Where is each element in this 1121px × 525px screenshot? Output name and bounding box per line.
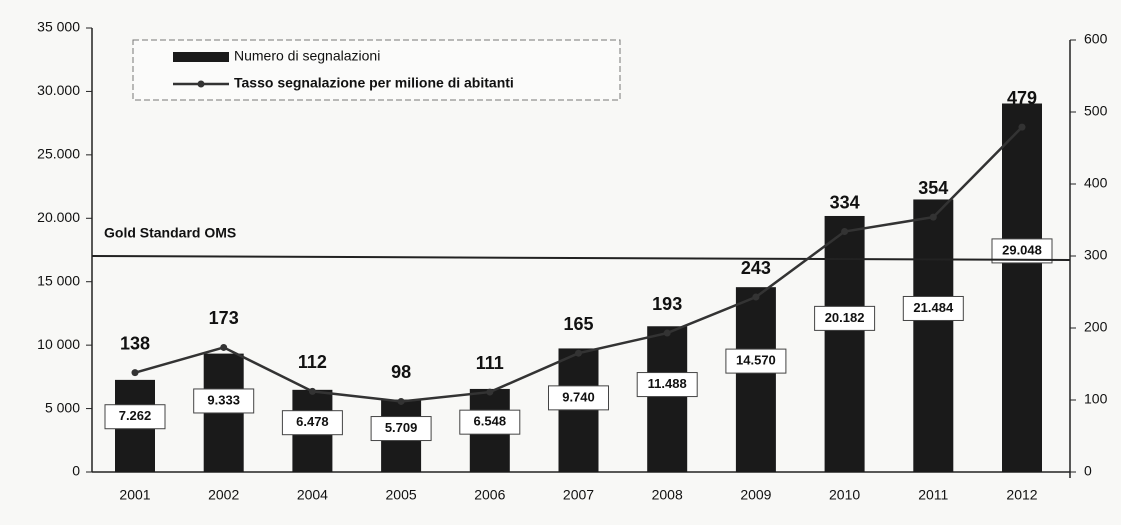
y-tick-label: 15 000 [37,272,80,288]
y2-tick-label: 0 [1084,463,1092,479]
y-tick-label: 30.000 [37,82,80,98]
y2-tick-label: 600 [1084,31,1108,47]
line-label: 173 [209,308,239,328]
bar-label: 21.484 [913,300,954,315]
y2-tick-label: 300 [1084,247,1108,263]
line-marker [397,397,405,405]
y-tick-label: 5 000 [45,399,80,415]
bar-label: 20.182 [825,310,865,325]
bar-label-box [814,305,876,331]
line-label: 138 [120,333,150,353]
bar-label: 6.478 [296,414,329,429]
x-tick-label: 2005 [386,487,417,503]
bar-label: 29.048 [1002,242,1042,257]
line-marker [220,343,228,351]
bar-label-box [636,372,698,398]
line-label: 111 [476,353,504,373]
x-tick-label: 2008 [652,487,683,503]
line-marker [1018,123,1026,131]
bar [824,215,865,472]
legend-swatch [173,52,229,62]
bar [1002,103,1042,472]
x-tick-label: 2001 [119,487,150,503]
legend-swatch [197,80,205,88]
x-tick-label: 2007 [563,487,594,503]
y-tick-label: 0 [72,463,80,479]
x-tick-label: 2002 [208,487,239,503]
line-label: 479 [1007,88,1037,108]
bar-label: 9.740 [562,389,595,404]
line-label: 354 [918,178,948,198]
bar-label: 9.333 [207,392,240,407]
bar-label-box [548,385,609,411]
bar [647,326,688,472]
bar-label: 7.262 [119,408,152,423]
reference-label: Gold Standard OMS [104,225,236,241]
y-tick-label: 25.000 [37,146,80,162]
line-marker [486,388,494,396]
y-tick-label: 10 000 [37,336,80,352]
y2-tick-label: 100 [1084,391,1108,407]
line-marker [752,293,760,301]
line-label: 334 [830,192,860,212]
bar-label-box [902,295,964,321]
x-tick-label: 2010 [829,487,860,503]
bar-label: 14.570 [736,353,776,368]
x-tick-label: 2006 [474,487,505,503]
bar-label-box [725,348,787,374]
bar-label-box [459,409,521,435]
y2-tick-label: 200 [1084,319,1108,335]
line-marker [841,228,849,236]
bar-label-box [193,388,255,414]
bar-label-box [370,416,432,442]
x-tick-label: 2004 [297,487,328,503]
reference-line [91,255,1071,261]
y-tick-label: 20.000 [37,209,80,225]
line-marker [575,349,582,357]
line-label: 243 [741,258,771,278]
bar-label-box [281,410,343,436]
y2-tick-label: 500 [1084,103,1108,119]
legend-box [132,39,621,101]
bar-label-box [104,404,166,430]
legend-label: Numero di segnalazioni [234,48,380,64]
bar [913,199,954,472]
line-label: 165 [563,314,593,334]
line-label: 193 [652,294,682,314]
bar [735,287,776,472]
bar-label: 5.709 [385,420,418,435]
line-marker [308,387,316,395]
legend-label: Tasso segnalazione per milione di abitan… [234,75,514,91]
line-label: 112 [298,352,327,372]
bar-label: 6.548 [474,414,507,429]
line-marker [929,213,937,221]
x-tick-label: 2012 [1006,487,1037,503]
bar-label: 11.488 [648,376,687,391]
line-label: 98 [391,362,411,382]
y2-tick-label: 400 [1084,175,1108,191]
line-marker [131,369,139,377]
x-tick-label: 2011 [918,487,948,503]
x-tick-label: 2009 [740,487,771,503]
y-tick-label: 35 000 [37,19,80,35]
line-marker [663,329,671,337]
